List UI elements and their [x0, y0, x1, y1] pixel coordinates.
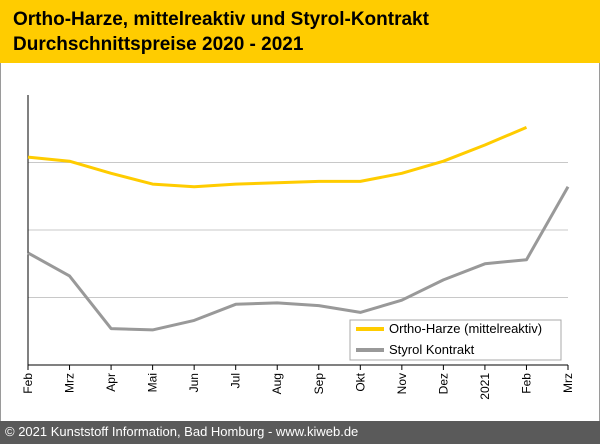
x-tick-label: 2021: [478, 373, 492, 400]
legend-label-styrol-kontrakt: Styrol Kontrakt: [389, 342, 475, 357]
legend-label-ortho-harze: Ortho-Harze (mittelreaktiv): [389, 321, 542, 336]
x-tick-label: Sep: [312, 373, 326, 395]
x-tick-label: Mai: [146, 373, 160, 392]
x-ticks: Feb Mrz Apr Mai Jun Jul Aug Sep Okt Nov Dez 2021 Feb…: [21, 365, 575, 400]
series-line-styrol-kontrakt: [27, 186, 570, 332]
x-tick-label: Feb: [21, 373, 35, 394]
series-lines: [27, 126, 570, 332]
footer: © 2021 Kunststoff Information, Bad Hombu…: [0, 421, 600, 444]
legend-box: [349, 319, 562, 361]
x-tick-label: Apr: [104, 373, 118, 392]
copyright-text: © 2021 Kunststoff Information, Bad Hombu…: [5, 424, 359, 439]
series-line-ortho-harze: [27, 126, 528, 189]
x-tick-label: Jul: [229, 373, 243, 388]
chart-header: Ortho-Harze, mittelreaktiv und Styrol-Ko…: [0, 0, 600, 63]
x-tick-label: Jun: [187, 373, 201, 392]
x-tick-label: Okt: [353, 372, 367, 391]
legend: Ortho-Harze (mittelreaktiv) Styrol Kontr…: [349, 319, 562, 361]
x-tick-label: Mrz: [63, 373, 77, 393]
x-tick-label: Feb: [519, 373, 533, 394]
chart-title: Ortho-Harze, mittelreaktiv und Styrol-Ko…: [13, 9, 429, 30]
x-tick-label: Aug: [270, 373, 284, 394]
chart-svg: Feb Mrz Apr Mai Jun Jul Aug Sep Okt Nov Dez 2021 Feb…: [21, 95, 575, 400]
grid-lines: [28, 162, 568, 298]
chart-subtitle: Durchschnittspreise 2020 - 2021: [13, 34, 304, 55]
x-tick-label: Nov: [395, 373, 409, 394]
x-tick-label: Dez: [436, 373, 450, 394]
x-tick-label: Mrz: [561, 373, 575, 393]
